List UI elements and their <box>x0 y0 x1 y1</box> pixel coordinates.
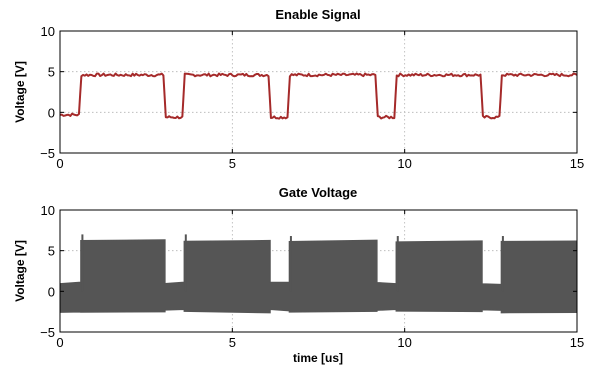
plot-frame-enable-signal <box>59 30 578 154</box>
x-tick-label: 15 <box>570 335 584 350</box>
y-tick-label: 10 <box>41 24 55 39</box>
x-tick-label: 0 <box>56 335 63 350</box>
x-axis-label-gate-voltage: time [us] <box>293 351 343 365</box>
y-tick-label: 10 <box>41 203 55 218</box>
x-tick-label: 0 <box>56 156 63 171</box>
y-tick-label: −5 <box>40 325 55 340</box>
grid-enable-signal <box>60 31 577 153</box>
x-tick-label: 15 <box>570 156 584 171</box>
y-tick-label: 0 <box>48 105 55 120</box>
y-axis-label-enable-signal: Voltage [V] <box>13 61 27 123</box>
series-line <box>59 72 578 120</box>
x-tick-label: 10 <box>397 335 411 350</box>
series-envelope <box>59 239 578 314</box>
y-tick-label: 5 <box>48 65 55 80</box>
series-enable-signal <box>59 72 578 120</box>
y-axis-label-gate-voltage: Voltage [V] <box>13 240 27 302</box>
x-tick-label: 5 <box>229 156 236 171</box>
plot-frame-gate-voltage <box>59 209 578 333</box>
series-gate-voltage <box>59 234 578 314</box>
y-tick-label: 0 <box>48 284 55 299</box>
x-tick-label: 5 <box>229 335 236 350</box>
x-tick-label: 10 <box>397 156 411 171</box>
chart-title-enable-signal: Enable Signal <box>275 7 360 22</box>
chart-title-gate-voltage: Gate Voltage <box>279 185 358 200</box>
y-tick-label: −5 <box>40 146 55 161</box>
y-tick-label: 5 <box>48 244 55 259</box>
